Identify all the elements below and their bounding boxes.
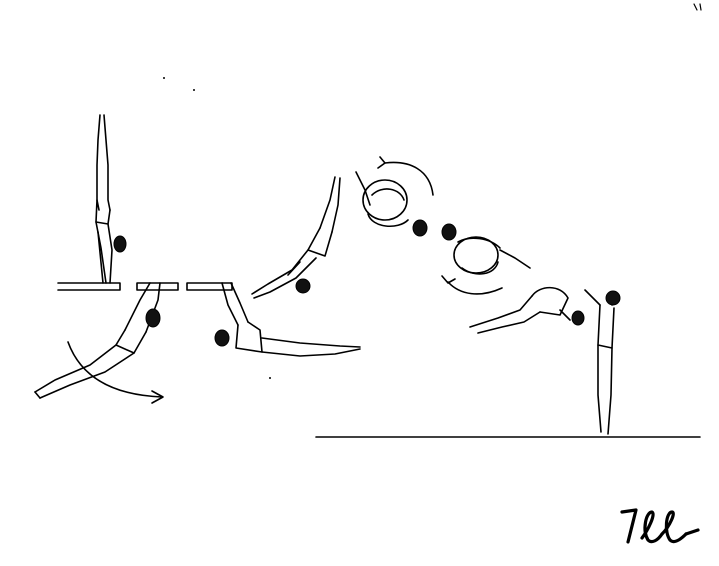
horizontal-bar — [57, 282, 233, 291]
rotation-arrow-lower — [447, 281, 503, 295]
page-specks — [163, 3, 702, 379]
rotation-arrow-upper-head — [377, 156, 386, 169]
gymnast-tuck-upper — [355, 171, 428, 237]
swing-arrow-head — [151, 390, 164, 404]
gymnast-pike-flight — [251, 176, 341, 299]
swing-arrow — [67, 341, 163, 398]
gymnast-release-swing — [214, 282, 361, 357]
rotation-arrow-upper — [384, 161, 434, 196]
rotation-arrow-lower-head — [441, 275, 456, 284]
handwritten-signature — [620, 508, 700, 544]
gymnast-opening — [469, 286, 585, 334]
gymnast-landing — [584, 289, 621, 435]
gymnast-handstand — [95, 114, 127, 284]
gymnast-tuck-lower — [441, 223, 531, 275]
gymnast-swing-under — [34, 282, 161, 399]
